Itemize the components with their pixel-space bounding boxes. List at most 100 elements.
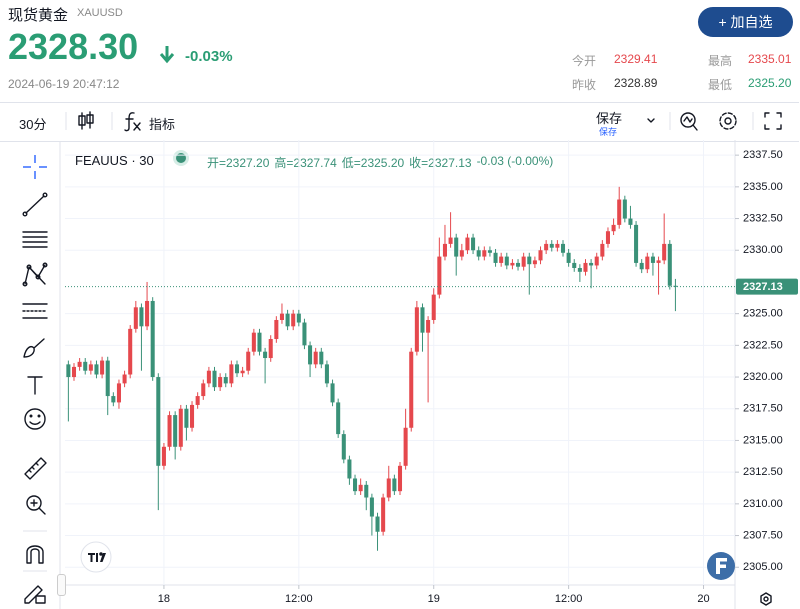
candle-body [94,364,99,375]
legend-values: 开=2327.20 高=2327.74 低=2325.20 收=2327.13 … [207,154,553,171]
candle-body [667,243,672,286]
candle-body [347,459,352,479]
collapse-handle[interactable] [57,574,66,596]
candle-body [308,345,313,365]
candle-body [184,408,189,428]
candle-body [656,260,661,263]
candle-body [420,307,425,333]
stat-value: 2335.01 [748,52,792,66]
y-tick-label: 2312.50 [743,466,783,478]
timestamp: 2024-06-19 20:47:12 [8,77,120,91]
change: -0.03% [185,48,233,65]
x-tick-label: 12:00 [555,593,583,605]
candle-body [173,415,178,447]
chart: 2305.00 2307.50 2310.00 2312.50 2315.00 2317.… [62,140,798,609]
candle-body [442,243,447,257]
y-tick-label: 2317.50 [743,403,783,415]
candle-body [122,374,127,384]
candle-body [296,313,301,323]
candle-body [364,484,369,498]
y-tick-label: 2307.50 [743,529,783,541]
y-tick-label: 2330.00 [743,244,783,256]
y-tick-label: 2315.00 [743,434,783,446]
candle-body [324,364,329,384]
legend-low: 低=2325.20 [341,156,405,170]
candle-body [521,256,526,267]
candle-body [403,427,408,466]
candle-body [639,262,644,270]
candle-body [662,243,667,261]
add-watchlist-button[interactable]: + 加自选 [698,7,793,37]
candle-body [617,199,622,225]
candle-body [589,262,594,266]
candle-body [369,497,374,517]
candle-body [628,218,633,225]
candle-body [223,377,228,384]
candle-body [234,364,240,374]
candle-body [206,370,211,384]
interval-button[interactable]: 30分 [19,117,47,132]
stat-label: 昨收 [572,78,597,92]
save-status: 保存 [599,127,618,137]
candle-body [572,262,577,268]
candle-body [330,383,335,403]
candle-body [353,478,358,492]
candle-body [510,262,515,266]
candle-body [201,383,206,397]
candle-body [341,434,346,460]
candle-body [634,224,639,263]
candle-body [673,285,678,287]
candle-body [263,351,268,359]
candle-body [161,446,166,466]
candle-body [471,237,476,251]
candle-body [605,231,610,244]
y-tick-label: 2335.00 [743,181,783,193]
stat-value: 2325.20 [748,76,792,90]
candle-body [465,237,470,251]
candle-body [532,260,537,265]
candle-body [246,351,251,371]
candle-body [218,377,223,388]
candle-body [156,377,161,466]
candle-body [414,307,419,352]
legend-open: 开=2327.20 [207,156,270,170]
last-price-label: 2327.13 [743,281,783,293]
legend-close: 收=2327.13 [409,156,472,170]
candle-body [111,396,116,403]
candle-body [257,332,262,352]
candle-body [88,364,93,371]
candle-body [167,415,172,447]
candle-body [150,300,155,378]
last-price-tag [736,278,798,295]
candle-body [448,237,453,244]
candle-body [454,237,459,257]
candle-body [240,370,245,374]
candle-body [560,243,566,253]
candle-body [549,243,554,248]
candle-body [459,250,464,257]
candle-body [600,243,605,257]
candle-body [487,250,492,253]
legend-title: FEAUUS · 30 [75,153,154,168]
settings-icon[interactable] [756,590,776,609]
x-tick-label: 12:00 [285,593,313,605]
save-button[interactable]: 保存 [596,111,623,126]
x-tick-label: 20 [697,593,709,605]
price: 2328.30 [8,26,139,67]
toolbar-icons [65,111,141,132]
candle-body [139,307,144,327]
candle-body [504,256,509,266]
x-tick-label: 18 [158,593,170,605]
indicators-button[interactable]: 指标 [149,117,176,132]
candle-body [251,332,256,352]
candle-body [381,497,386,532]
candle-body [482,250,487,257]
candle-body [279,313,284,320]
candle-body [285,313,290,327]
tradingview-logo [80,541,112,573]
candle-body [358,484,363,492]
candle-body [133,307,138,329]
candle-body [178,408,183,447]
candle-body [128,328,133,375]
asset-symbol: XAUUSD [77,7,123,19]
